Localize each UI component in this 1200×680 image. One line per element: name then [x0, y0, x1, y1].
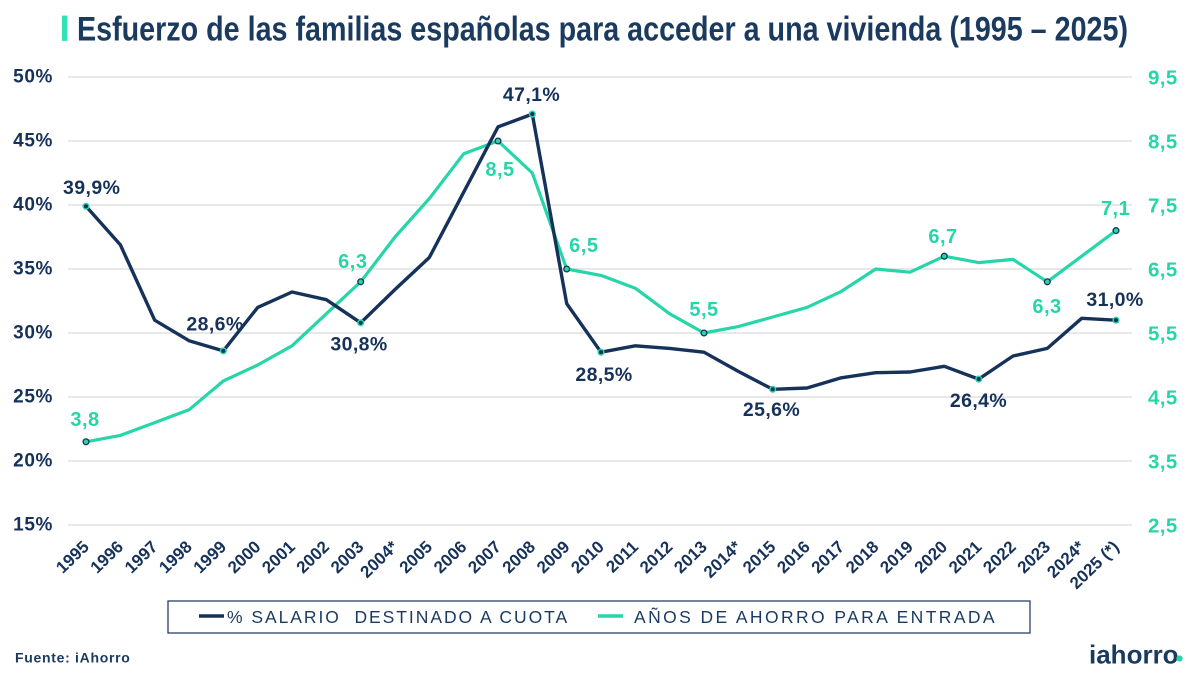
svg-text:40%: 40% [13, 195, 53, 216]
svg-text:2015: 2015 [739, 537, 779, 577]
svg-text:2007: 2007 [464, 537, 504, 577]
svg-text:iahorro: iahorro [1089, 640, 1179, 670]
svg-text:35%: 35% [13, 259, 53, 280]
svg-text:8,5: 8,5 [1148, 131, 1178, 154]
svg-text:50%: 50% [13, 67, 53, 88]
svg-text:2014*: 2014* [700, 537, 745, 582]
svg-text:20%: 20% [13, 451, 53, 472]
svg-text:2021: 2021 [945, 537, 985, 577]
svg-text:25,6%: 25,6% [743, 399, 800, 421]
svg-text:6,5: 6,5 [1148, 259, 1178, 282]
svg-text:6,5: 6,5 [569, 235, 598, 257]
svg-text:1996: 1996 [87, 537, 127, 577]
svg-text:2006: 2006 [430, 537, 470, 577]
svg-text:2016: 2016 [773, 537, 813, 577]
svg-text:2009: 2009 [533, 537, 573, 577]
svg-text:9,5: 9,5 [1148, 67, 1178, 90]
svg-text:2019: 2019 [876, 537, 916, 577]
svg-text:2,5: 2,5 [1148, 515, 1178, 538]
svg-text:2018: 2018 [842, 537, 882, 577]
svg-text:Esfuerzo de las familias españ: Esfuerzo de las familias españolas para … [77, 11, 1128, 49]
svg-text:3,5: 3,5 [1148, 451, 1178, 474]
svg-text:4,5: 4,5 [1148, 387, 1178, 410]
svg-text:% SALARIO DESTINADO A CUOTA: % SALARIO DESTINADO A CUOTA [227, 607, 569, 627]
svg-text:2012: 2012 [636, 537, 676, 577]
svg-text:6,3: 6,3 [338, 251, 367, 273]
svg-text:2022: 2022 [979, 537, 1019, 577]
svg-text:30,8%: 30,8% [330, 334, 387, 356]
svg-text:1997: 1997 [121, 537, 161, 577]
svg-text:28,6%: 28,6% [186, 314, 243, 336]
svg-text:25%: 25% [13, 387, 53, 408]
svg-text:2005: 2005 [396, 537, 436, 577]
svg-text:47,1%: 47,1% [503, 84, 560, 106]
svg-text:2020: 2020 [911, 537, 951, 577]
svg-text:6,3: 6,3 [1032, 296, 1061, 318]
svg-text:5,5: 5,5 [689, 299, 718, 321]
svg-text:1995: 1995 [52, 537, 92, 577]
svg-text:2017: 2017 [808, 537, 848, 577]
svg-text:39,9%: 39,9% [63, 177, 120, 199]
svg-text:7,5: 7,5 [1148, 195, 1178, 218]
svg-text:3,8: 3,8 [70, 409, 99, 431]
svg-text:45%: 45% [13, 131, 53, 152]
svg-text:1999: 1999 [190, 537, 230, 577]
svg-text:30%: 30% [13, 323, 53, 344]
svg-text:Fuente: iAhorro: Fuente: iAhorro [15, 650, 131, 666]
svg-text:2002: 2002 [293, 537, 333, 577]
svg-text:6,7: 6,7 [928, 226, 957, 248]
svg-text:7,1: 7,1 [1101, 198, 1130, 220]
svg-text:28,5%: 28,5% [575, 364, 632, 386]
svg-text:AÑOS DE AHORRO PARA ENTRADA: AÑOS DE AHORRO PARA ENTRADA [634, 606, 997, 627]
svg-text:26,4%: 26,4% [950, 390, 1007, 412]
svg-text:15%: 15% [13, 515, 53, 536]
svg-text:2008: 2008 [499, 537, 539, 577]
svg-text:2000: 2000 [224, 537, 264, 577]
svg-text:2010: 2010 [567, 537, 607, 577]
svg-text:31,0%: 31,0% [1086, 289, 1143, 311]
svg-text:5,5: 5,5 [1148, 323, 1178, 346]
svg-text:2011: 2011 [602, 537, 642, 576]
svg-text:8,5: 8,5 [485, 159, 514, 181]
svg-text:2004*: 2004* [357, 537, 402, 582]
svg-text:1998: 1998 [155, 537, 195, 577]
svg-text:2001: 2001 [258, 537, 298, 577]
